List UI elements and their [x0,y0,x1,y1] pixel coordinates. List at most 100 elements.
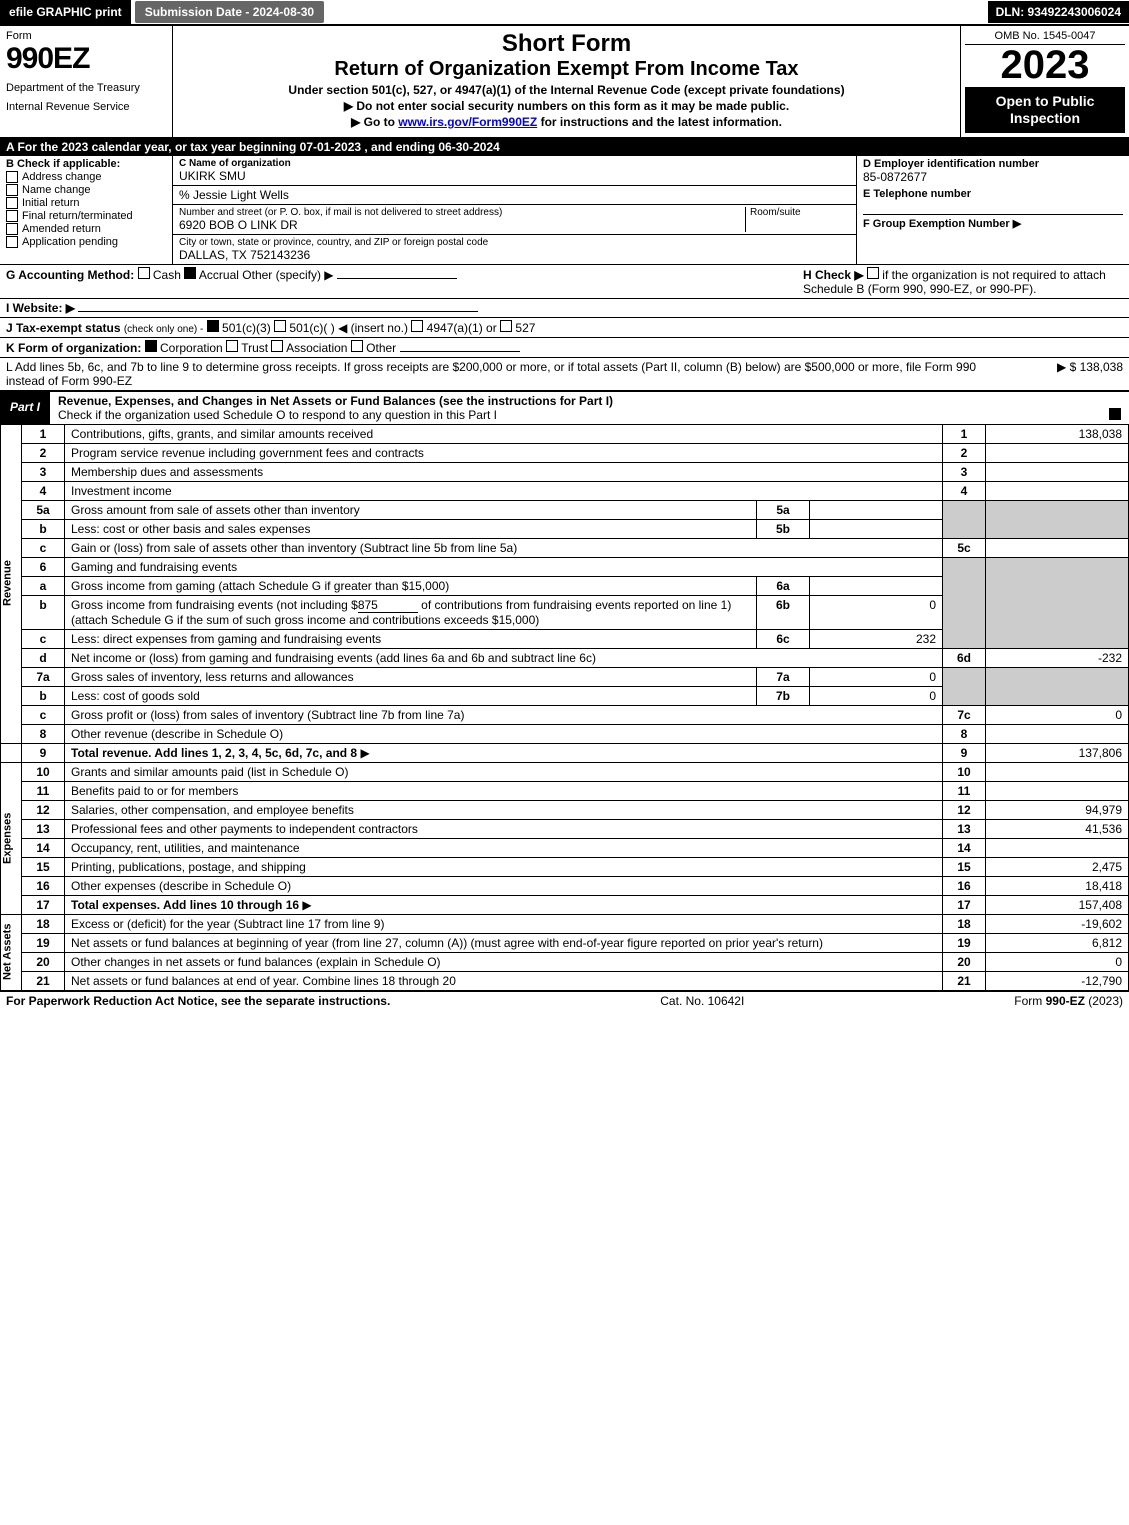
line-6b-sval: 0 [810,595,943,629]
line-7c-val: 0 [986,705,1129,724]
website-label: I Website: ▶ [6,301,75,315]
efile-button[interactable]: efile GRAPHIC print [0,0,131,24]
line-8-desc: Other revenue (describe in Schedule O) [71,727,283,741]
line-17-val: 157,408 [986,895,1129,914]
expenses-vert-label: Expenses [1,762,22,914]
table-row: 9 Total revenue. Add lines 1, 2, 3, 4, 5… [1,743,1129,762]
line-21-val: -12,790 [986,971,1129,990]
check-corp[interactable] [145,340,157,352]
table-row: 17 Total expenses. Add lines 10 through … [1,895,1129,914]
street-label: Number and street (or P. O. box, if mail… [179,207,745,218]
table-row: Net Assets 18 Excess or (deficit) for th… [1,914,1129,933]
check-trust[interactable] [226,340,238,352]
lbl-accrual: Accrual [199,268,239,282]
line-12-desc: Salaries, other compensation, and employ… [71,803,354,817]
instruction-1: ▶ Do not enter social security numbers o… [181,99,952,113]
table-row: 13 Professional fees and other payments … [1,819,1129,838]
line-6c-sval: 232 [810,629,943,648]
table-row: Expenses 10 Grants and similar amounts p… [1,762,1129,781]
line-11-val [986,781,1129,800]
form-number: 990EZ [6,42,166,76]
row-j: J Tax-exempt status (check only one) - 5… [0,318,1129,338]
line-14-desc: Occupancy, rent, utilities, and maintena… [71,841,300,855]
line-20-val: 0 [986,952,1129,971]
line-16-num: 16 [943,876,986,895]
box-c: C Name of organization UKIRK SMU % Jessi… [173,156,857,264]
line-5b-snum: 5b [757,519,810,538]
subtitle: Under section 501(c), 527, or 4947(a)(1)… [181,83,952,97]
check-assoc[interactable] [271,340,283,352]
submission-date-pill: Submission Date - 2024-08-30 [135,1,324,23]
line-6b-desc-pre: Gross income from fundraising events (no… [71,598,358,612]
form-header: Form 990EZ Department of the Treasury In… [0,26,1129,138]
check-address-change[interactable] [6,171,18,183]
lbl-application-pending: Application pending [22,236,118,248]
row-l-val: ▶ $ 138,038 [1003,360,1123,388]
website-input[interactable] [78,311,478,312]
tax-exempt-sub: (check only one) - [124,324,203,335]
line-6b-snum: 6b [757,595,810,629]
line-12-num: 12 [943,800,986,819]
box-d: D Employer identification number 85-0872… [857,156,1129,264]
top-bar: efile GRAPHIC print Submission Date - 20… [0,0,1129,26]
title-center: Short Form Return of Organization Exempt… [173,26,960,137]
footer-right: Form 990-EZ (2023) [1014,994,1123,1008]
phone-label: E Telephone number [863,188,1123,200]
check-accrual[interactable] [184,267,196,279]
table-row: 21 Net assets or fund balances at end of… [1,971,1129,990]
lbl-501c: 501(c)( ) ◀ (insert no.) [289,321,408,335]
other-org-input[interactable] [400,351,520,352]
lbl-name-change: Name change [22,184,91,196]
check-name-change[interactable] [6,184,18,196]
irs-link[interactable]: www.irs.gov/Form990EZ [398,115,537,129]
org-name-label: C Name of organization [179,158,850,169]
other-input[interactable] [337,278,457,279]
instr2-pre: ▶ Go to [351,115,398,129]
table-row: 19 Net assets or fund balances at beginn… [1,933,1129,952]
table-row: c Gain or (loss) from sale of assets oth… [1,538,1129,557]
lbl-amended-return: Amended return [22,223,101,235]
line-1-num: 1 [943,424,986,443]
line-5a-snum: 5a [757,500,810,519]
part-1-checknote: Check if the organization used Schedule … [58,408,497,422]
lbl-address-change: Address change [22,171,102,183]
check-final-return[interactable] [6,210,18,222]
instruction-2: ▶ Go to www.irs.gov/Form990EZ for instru… [181,115,952,129]
line-6d-val: -232 [986,648,1129,667]
check-cash[interactable] [138,267,150,279]
line-7b-desc: Less: cost of goods sold [71,689,200,703]
city: DALLAS, TX 752143236 [179,248,850,262]
line-15-val: 2,475 [986,857,1129,876]
form-label: Form [6,30,166,42]
lbl-corp: Corporation [160,341,223,355]
check-schedule-o[interactable] [1109,408,1121,420]
line-16-val: 18,418 [986,876,1129,895]
line-10-desc: Grants and similar amounts paid (list in… [71,765,348,779]
line-15-desc: Printing, publications, postage, and shi… [71,860,306,874]
check-amended-return[interactable] [6,223,18,235]
line-5a-desc: Gross amount from sale of assets other t… [71,503,360,517]
line-2-val [986,443,1129,462]
row-h-label: H Check ▶ [803,268,864,282]
line-8-val [986,724,1129,743]
check-initial-return[interactable] [6,197,18,209]
check-501c3[interactable] [207,320,219,332]
table-row: 11 Benefits paid to or for members 11 [1,781,1129,800]
footer: For Paperwork Reduction Act Notice, see … [0,991,1129,1010]
check-4947[interactable] [411,320,423,332]
check-application-pending[interactable] [6,236,18,248]
check-527[interactable] [500,320,512,332]
check-h[interactable] [867,267,879,279]
line-5a-sval [810,500,943,519]
line-14-val [986,838,1129,857]
check-other-org[interactable] [351,340,363,352]
table-row: 12 Salaries, other compensation, and emp… [1,800,1129,819]
line-6a-desc: Gross income from gaming (attach Schedul… [71,579,449,593]
line-11-desc: Benefits paid to or for members [71,784,238,798]
table-row: 16 Other expenses (describe in Schedule … [1,876,1129,895]
line-3-val [986,462,1129,481]
instr2-post: for instructions and the latest informat… [537,115,782,129]
part-1-tab: Part I [0,398,50,416]
check-501c[interactable] [274,320,286,332]
lbl-initial-return: Initial return [22,197,79,209]
